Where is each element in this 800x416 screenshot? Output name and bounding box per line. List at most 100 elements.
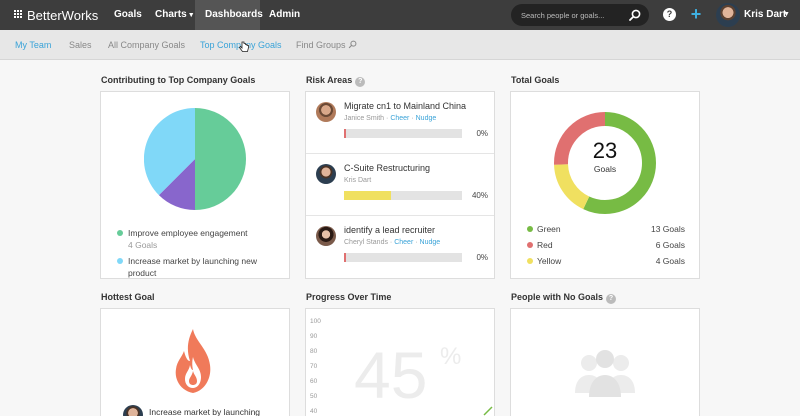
y-tick-label: 60 bbox=[310, 378, 318, 385]
hottest-goal-text[interactable]: Increase market by launching bbox=[149, 407, 261, 416]
chevron-down-icon[interactable]: ▼ bbox=[783, 11, 790, 18]
progress-percent: 0% bbox=[476, 129, 488, 138]
risk-card: Migrate cn1 to Mainland China Janice Smi… bbox=[305, 91, 495, 279]
risk-item-meta: Janice Smith · Cheer · Nudge bbox=[344, 115, 437, 122]
help-icon[interactable]: ? bbox=[355, 77, 366, 87]
subnav-sales[interactable]: Sales bbox=[69, 40, 92, 50]
logo-text: BetterWorks bbox=[27, 7, 99, 23]
no-goals-title: People with No Goals? bbox=[511, 292, 617, 304]
nav-charts[interactable]: Charts▼ bbox=[155, 0, 195, 30]
y-tick-label: 90 bbox=[310, 333, 318, 340]
risk-title-text: Risk Areas bbox=[306, 75, 353, 85]
legend-dot bbox=[527, 226, 533, 232]
risk-item[interactable]: Migrate cn1 to Mainland China Janice Smi… bbox=[306, 92, 494, 154]
nav-goals[interactable]: Goals bbox=[114, 0, 142, 30]
subnav-my-team[interactable]: My Team bbox=[15, 40, 52, 50]
search-input[interactable] bbox=[521, 8, 629, 22]
cheer-link[interactable]: Cheer bbox=[390, 115, 410, 122]
nav-dashboards[interactable]: Dashboards bbox=[195, 0, 263, 30]
avatar bbox=[316, 164, 336, 184]
risk-item-meta: Cheryl Stands · Cheer · Nudge bbox=[344, 239, 441, 246]
progress-fill bbox=[344, 129, 346, 138]
no-goals-title-text: People with No Goals bbox=[511, 292, 604, 302]
avatar bbox=[316, 102, 336, 122]
betterworks-logo[interactable]: BetterWorks bbox=[14, 7, 99, 23]
progress-bar bbox=[344, 253, 462, 262]
goal-status-yellow: Yellow 4 Goals bbox=[527, 255, 685, 267]
legend-label-2: product bbox=[128, 268, 157, 278]
risk-item-title[interactable]: identify a lead recruiter bbox=[344, 225, 436, 235]
status-count: 4 Goals bbox=[655, 256, 685, 266]
risk-item[interactable]: C-Suite Restructuring Kris Dart 40% bbox=[306, 154, 494, 216]
goal-status-green: Green 13 Goals bbox=[527, 223, 685, 235]
user-avatar[interactable] bbox=[716, 3, 740, 27]
help-icon[interactable]: ? bbox=[606, 294, 617, 304]
search-icon[interactable] bbox=[628, 8, 642, 22]
sub-navbar: My Team Sales All Company Goals Top Comp… bbox=[0, 30, 800, 60]
user-name[interactable]: Kris Dart bbox=[744, 9, 787, 20]
progress-big-unit: % bbox=[440, 343, 462, 370]
nudge-link[interactable]: Nudge bbox=[419, 239, 441, 246]
subnav-find-groups[interactable]: Find Groups bbox=[296, 30, 357, 60]
risk-item[interactable]: identify a lead recruiter Cheryl Stands … bbox=[306, 216, 494, 278]
risk-owner[interactable]: Janice Smith bbox=[344, 115, 385, 122]
total-goals-donut-chart bbox=[554, 112, 656, 214]
subnav-all-company-goals[interactable]: All Company Goals bbox=[108, 40, 186, 50]
progress-big-value: 45 bbox=[354, 338, 428, 412]
nav-charts-label: Charts bbox=[155, 9, 187, 20]
total-goals-count: 23 bbox=[592, 138, 618, 163]
y-tick-label: 80 bbox=[310, 348, 318, 355]
flame-icon bbox=[175, 329, 211, 393]
nav-goals-label: Goals bbox=[114, 9, 142, 20]
progress-fill bbox=[344, 253, 346, 262]
contributing-title: Contributing to Top Company Goals bbox=[101, 75, 256, 85]
find-groups-label: Find Groups bbox=[296, 40, 346, 50]
donut-segment-red bbox=[554, 112, 656, 214]
total-goals-card: 23 Goals Green 13 Goals Red 6 Goals Yell… bbox=[510, 91, 700, 279]
progress-percent: 0% bbox=[476, 253, 488, 262]
pie-slice-purple bbox=[158, 159, 195, 210]
status-label: Red bbox=[537, 240, 553, 250]
status-count: 13 Goals bbox=[650, 224, 685, 234]
no-goals-card bbox=[510, 308, 700, 416]
pie-slice-improve bbox=[195, 108, 246, 210]
progress-fill bbox=[344, 191, 392, 200]
contributing-card: Improve employee engagement 4 Goals Incr… bbox=[100, 91, 290, 279]
search-box bbox=[511, 4, 649, 26]
nav-admin[interactable]: Admin bbox=[269, 0, 300, 30]
progress-percent: 40% bbox=[471, 191, 488, 200]
trend-line bbox=[483, 406, 493, 416]
risk-owner[interactable]: Kris Dart bbox=[344, 177, 372, 184]
help-icon[interactable]: ? bbox=[663, 8, 676, 21]
y-tick-label: 70 bbox=[310, 363, 318, 370]
nudge-link[interactable]: Nudge bbox=[415, 115, 437, 122]
legend-label: Improve employee engagement bbox=[128, 228, 248, 238]
risk-title: Risk Areas? bbox=[306, 75, 366, 87]
status-count: 6 Goals bbox=[655, 240, 685, 250]
status-label: Green bbox=[537, 224, 561, 234]
total-goals-title: Total Goals bbox=[511, 75, 560, 85]
avatar bbox=[316, 226, 336, 246]
hottest-goal-card: Increase market by launching bbox=[100, 308, 290, 416]
progress-bar bbox=[344, 191, 462, 200]
nav-dashboards-label: Dashboards bbox=[205, 9, 263, 20]
avatar bbox=[123, 405, 143, 416]
risk-item-title[interactable]: C-Suite Restructuring bbox=[344, 163, 431, 173]
subnav-top-company-goals[interactable]: Top Company Goals bbox=[200, 40, 282, 50]
nav-admin-label: Admin bbox=[269, 9, 301, 20]
y-tick-label: 100 bbox=[310, 318, 321, 325]
goal-status-red: Red 6 Goals bbox=[527, 239, 685, 251]
progress-bar bbox=[344, 129, 462, 138]
total-goals-count-label: Goals bbox=[593, 164, 617, 174]
logo-grid-icon bbox=[14, 10, 24, 20]
risk-owner[interactable]: Cheryl Stands bbox=[344, 239, 388, 246]
legend-dot bbox=[527, 258, 533, 264]
plus-icon[interactable]: + bbox=[690, 4, 702, 24]
hottest-goal-title: Hottest Goal bbox=[101, 292, 155, 302]
y-tick-label: 50 bbox=[310, 393, 318, 400]
legend-dot bbox=[117, 258, 123, 264]
risk-item-meta: Kris Dart bbox=[344, 177, 371, 184]
status-label: Yellow bbox=[537, 256, 562, 266]
cheer-link[interactable]: Cheer bbox=[394, 239, 414, 246]
risk-item-title[interactable]: Migrate cn1 to Mainland China bbox=[344, 101, 467, 111]
